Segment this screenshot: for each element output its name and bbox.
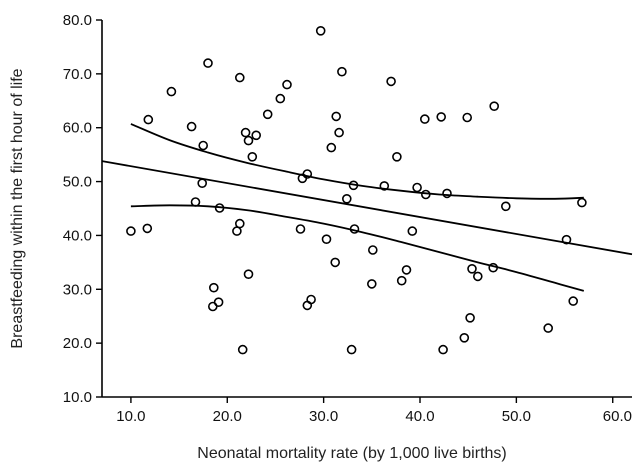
data-point bbox=[367, 245, 378, 255]
data-point bbox=[436, 112, 447, 122]
data-point bbox=[577, 197, 587, 208]
data-point bbox=[214, 203, 225, 213]
data-point bbox=[302, 169, 313, 179]
x-tick-label: 40.0 bbox=[405, 408, 434, 425]
data-point bbox=[407, 226, 418, 236]
confidence-band-upper bbox=[130, 123, 584, 200]
data-point bbox=[459, 332, 470, 343]
data-point bbox=[472, 271, 483, 282]
data-point bbox=[401, 265, 412, 275]
data-point bbox=[237, 344, 248, 355]
x-tick-label: 50.0 bbox=[502, 408, 531, 425]
y-axis-title: Breastfeeding within the first hour of l… bbox=[9, 68, 26, 348]
y-tick-label: 20.0 bbox=[63, 335, 92, 352]
data-point bbox=[396, 275, 407, 286]
data-point bbox=[321, 234, 332, 244]
x-tick-label: 10.0 bbox=[116, 408, 145, 425]
data-point bbox=[488, 262, 499, 273]
y-tick-label: 10.0 bbox=[63, 389, 92, 406]
data-point bbox=[235, 72, 245, 83]
data-point bbox=[142, 223, 153, 234]
data-point bbox=[341, 194, 352, 204]
data-point bbox=[326, 142, 337, 153]
data-point bbox=[331, 111, 342, 122]
data-point bbox=[334, 127, 344, 138]
data-point bbox=[243, 135, 254, 146]
x-tick-label: 60.0 bbox=[603, 408, 632, 425]
data-point bbox=[349, 224, 360, 234]
data-point bbox=[275, 93, 286, 104]
axes: 10.0 20.0 30.0 40.0 50.0 60.0 70.0 80.0 10.0 20.0… bbox=[63, 12, 632, 425]
data-point bbox=[561, 234, 572, 245]
data-point bbox=[366, 279, 377, 289]
data-point bbox=[442, 188, 452, 199]
x-tick-label: 20.0 bbox=[213, 408, 242, 425]
data-point bbox=[462, 112, 473, 123]
data-point bbox=[465, 312, 475, 323]
x-tick-label: 30.0 bbox=[309, 408, 338, 425]
data-point bbox=[543, 323, 554, 333]
data-point bbox=[209, 282, 219, 293]
data-point bbox=[247, 152, 258, 162]
data-point bbox=[282, 79, 292, 90]
data-point bbox=[186, 121, 197, 132]
data-point bbox=[346, 344, 357, 355]
data-point bbox=[420, 189, 431, 200]
data-point bbox=[337, 66, 347, 77]
fit-curves bbox=[102, 123, 633, 292]
y-tick-label: 50.0 bbox=[63, 174, 92, 191]
regression-line bbox=[102, 160, 633, 256]
data-point bbox=[412, 182, 422, 193]
data-point bbox=[295, 224, 306, 234]
data-point bbox=[419, 114, 430, 124]
data-point bbox=[213, 297, 224, 308]
data-point bbox=[379, 181, 390, 191]
data-point bbox=[467, 263, 477, 274]
data-point bbox=[500, 201, 511, 212]
data-point bbox=[262, 109, 273, 120]
data-point bbox=[198, 140, 208, 151]
data-point bbox=[330, 257, 341, 268]
data-point bbox=[240, 127, 251, 138]
data-point bbox=[306, 294, 316, 305]
y-tick-label: 30.0 bbox=[63, 281, 92, 298]
data-point bbox=[235, 218, 245, 229]
y-tick-label: 40.0 bbox=[63, 227, 92, 244]
data-point bbox=[126, 226, 136, 236]
y-tick-label: 80.0 bbox=[63, 12, 92, 29]
data-point bbox=[315, 25, 326, 36]
data-point bbox=[243, 269, 254, 280]
data-point bbox=[386, 76, 396, 87]
data-point bbox=[143, 114, 154, 125]
x-axis-title: Neonatal mortality rate (by 1,000 live b… bbox=[197, 445, 506, 462]
data-point bbox=[197, 178, 207, 188]
data-point bbox=[203, 58, 213, 68]
data-point bbox=[348, 180, 359, 191]
y-tick-label: 70.0 bbox=[63, 66, 92, 83]
data-point bbox=[489, 101, 500, 111]
data-point bbox=[190, 197, 201, 207]
data-point bbox=[438, 344, 448, 355]
data-point bbox=[251, 130, 262, 141]
data-point bbox=[166, 86, 177, 97]
data-points bbox=[126, 25, 587, 355]
data-point bbox=[568, 296, 579, 306]
confidence-band-lower bbox=[130, 204, 585, 292]
data-point bbox=[392, 152, 402, 162]
y-tick-label: 60.0 bbox=[63, 120, 92, 137]
